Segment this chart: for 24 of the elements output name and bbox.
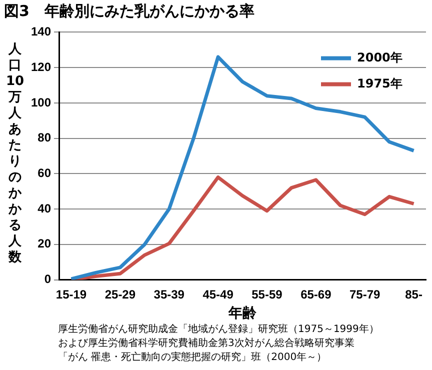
x-tick-label: 75-79 [349, 287, 381, 302]
y-tick-label: 20 [38, 236, 52, 251]
text: 「がん 罹患・死亡動向の実態把握の研究」班（2000年～） [58, 351, 328, 365]
y-tick-label: 80 [38, 130, 52, 145]
chart-title: 図3 年齢別にみた乳がんにかかる率 [4, 2, 254, 21]
legend-label: 2000年 [357, 50, 402, 64]
text: および厚生労働省科学研究費補助金第3次対がん総合戦略研究事業 [58, 337, 356, 351]
y-tick-label: 140 [30, 24, 52, 39]
x-tick-label: 35-39 [154, 287, 185, 302]
y-tick-label: 60 [38, 166, 52, 180]
x-tick-label: 55-59 [252, 287, 283, 302]
x-axis-title: 年齢 [228, 304, 258, 320]
x-tick-label: 25-29 [104, 287, 136, 302]
y-tick-label: 0 [44, 272, 52, 286]
text: 人口10万人あたりのかかる人数 [6, 42, 24, 265]
x-tick-label: 65-69 [300, 287, 332, 302]
text: 厚生労働省がん研究助成金「地域がん登録」研究班（1975～1999年） [58, 323, 379, 337]
legend-label: 1975年 [357, 76, 402, 90]
x-tick-label: 85- [405, 287, 422, 302]
x-tick-label: 45-49 [202, 287, 234, 302]
x-tick-label: 15-19 [56, 287, 87, 302]
y-tick-label: 100 [30, 95, 52, 110]
y-tick-label: 120 [30, 60, 52, 74]
y-tick-label: 40 [38, 201, 52, 216]
